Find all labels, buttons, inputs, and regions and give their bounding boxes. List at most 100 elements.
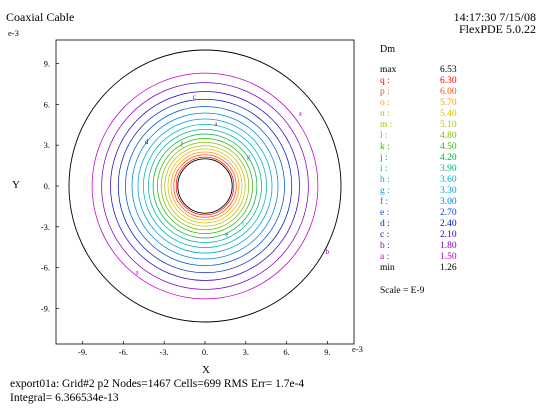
- contour-max: [177, 158, 233, 214]
- contour-tag: c: [193, 93, 196, 101]
- scale-note: Scale = E-9: [380, 286, 425, 296]
- legend-row: c : 2.10: [380, 230, 480, 241]
- y-tick-label: 0.: [44, 181, 50, 191]
- legend-level-label: o :: [380, 98, 390, 108]
- legend-row: q : 6.30: [380, 76, 480, 87]
- legend-level-label: e :: [380, 208, 390, 218]
- legend-row: k : 4.50: [380, 142, 480, 153]
- contour-tag: g: [247, 153, 251, 161]
- x-tick-label: -6.: [119, 347, 128, 357]
- grid-stats: export01a: Grid#2 p2 Nodes=1467 Cells=69…: [10, 378, 305, 390]
- contour-c: [110, 91, 300, 281]
- legend-level-label: max: [380, 65, 397, 75]
- y-tick-label: -9.: [41, 303, 50, 313]
- y-tick-label: 6.: [44, 99, 50, 109]
- plot-title: Coaxial Cable: [6, 10, 75, 24]
- contour-n: [167, 148, 243, 224]
- contour-e: [125, 106, 285, 266]
- contour-o: [170, 151, 240, 221]
- legend-level-label: q :: [380, 76, 390, 86]
- legend-level-label: g :: [380, 186, 390, 196]
- contour-tag: a: [214, 120, 218, 128]
- y-axis-label: Y: [12, 179, 20, 191]
- timestamp: 14:17:30 7/15/08: [453, 10, 536, 24]
- legend-level-value: 4.20: [440, 153, 457, 163]
- legend-level-value: 5.40: [440, 109, 457, 119]
- legend-row: l : 4.80: [380, 131, 480, 142]
- legend-level-value: 3.00: [440, 197, 457, 207]
- contour-g: [137, 118, 273, 254]
- legend-level-value: 2.40: [440, 219, 457, 229]
- contour-tag: i: [242, 219, 244, 227]
- contour-tag: a: [299, 109, 303, 117]
- legend-level-value: 6.53: [440, 65, 457, 75]
- legend-row: i : 3.90: [380, 164, 480, 175]
- legend-level-label: k :: [380, 142, 390, 152]
- legend-level-value: 5.70: [440, 98, 457, 108]
- legend-level-label: f :: [380, 197, 389, 207]
- legend-level-value: 4.80: [440, 131, 457, 141]
- legend-level-value: 3.60: [440, 175, 457, 185]
- plot-frame: [55, 39, 355, 345]
- contour-p: [173, 154, 237, 218]
- contour-q: [175, 156, 235, 216]
- contour-b: [101, 82, 309, 290]
- legend-level-value: 6.00: [440, 87, 457, 97]
- x-tick-label: 0.: [202, 347, 208, 357]
- legend-level-label: l :: [380, 131, 388, 141]
- legend-row: p : 6.00: [380, 87, 480, 98]
- legend-level-label: p :: [380, 87, 390, 97]
- legend-title: Dm: [380, 44, 395, 55]
- contour-tag: d: [145, 138, 149, 146]
- x-tick-label: -9.: [78, 347, 87, 357]
- contour-min: [68, 49, 342, 323]
- x-tick-label: -3.: [160, 347, 169, 357]
- legend-row: m : 5.10: [380, 120, 480, 131]
- legend-row: e : 2.70: [380, 208, 480, 219]
- contour-f: [131, 112, 279, 260]
- x-tick-label: 9.: [324, 347, 330, 357]
- legend-level-value: 4.50: [440, 142, 457, 152]
- legend-level-label: min: [380, 263, 395, 273]
- legend-row: j : 4.20: [380, 153, 480, 164]
- legend: Dm max 6.53 q : 6.30 p : 6.00 o : 5.70 n : 5.40 m …: [380, 44, 480, 274]
- contour-tag: b: [326, 248, 330, 256]
- contour-tag: f: [181, 141, 184, 149]
- legend-level-label: j :: [380, 153, 388, 163]
- contour-tag: e: [225, 230, 228, 238]
- legend-level-label: c :: [380, 230, 390, 240]
- legend-row: max 6.53: [380, 65, 480, 76]
- software-version: FlexPDE 5.0.22: [458, 22, 536, 36]
- contour-h: [143, 124, 267, 248]
- x-tick-label: 3.: [243, 347, 249, 357]
- legend-level-value: 3.90: [440, 164, 457, 174]
- y-tick-label: -3.: [41, 222, 50, 232]
- y-tick-label: 9.: [44, 59, 50, 69]
- contour-m: [164, 145, 246, 227]
- x-axis-label: X: [202, 364, 210, 376]
- legend-level-label: i :: [380, 164, 388, 174]
- legend-level-value: 3.30: [440, 186, 457, 196]
- legend-level-value: 6.30: [440, 76, 457, 86]
- contour-tag: a: [135, 268, 139, 276]
- legend-level-label: n :: [380, 109, 390, 119]
- legend-level-label: b :: [380, 241, 390, 251]
- legend-row: min 1.26: [380, 263, 480, 274]
- legend-level-label: a :: [380, 252, 390, 262]
- legend-row: b : 1.80: [380, 241, 480, 252]
- y-tick-label: 3.: [44, 140, 50, 150]
- x-tick-label: 6.: [283, 347, 289, 357]
- legend-level-value: 1.50: [440, 252, 457, 262]
- legend-level-value: 2.70: [440, 208, 457, 218]
- legend-level-label: h :: [380, 175, 390, 185]
- legend-level-value: 2.10: [440, 230, 457, 240]
- legend-level-value: 1.26: [440, 263, 457, 273]
- legend-row: n : 5.40: [380, 109, 480, 120]
- y-axis-exponent: e-3: [8, 28, 19, 38]
- legend-level-value: 1.80: [440, 241, 457, 251]
- legend-level-label: d :: [380, 219, 390, 229]
- legend-row: h : 3.60: [380, 175, 480, 186]
- x-axis-exponent: e-3: [352, 344, 363, 354]
- legend-row: d : 2.40: [380, 219, 480, 230]
